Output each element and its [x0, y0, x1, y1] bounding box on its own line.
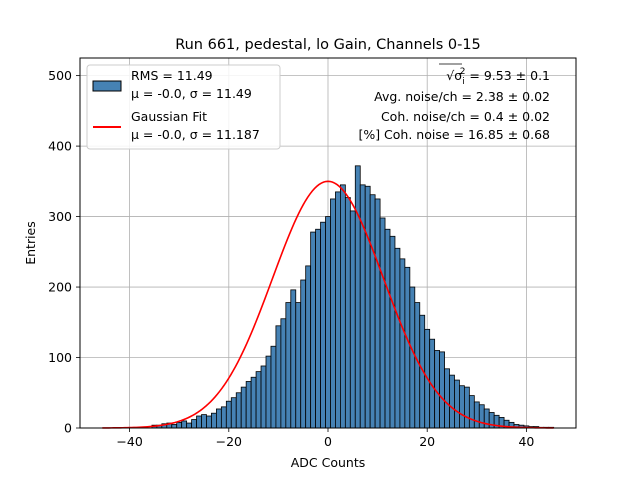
histogram-bar: [468, 395, 475, 429]
histogram-bar: [196, 415, 202, 429]
histogram-bar: [181, 420, 188, 429]
histogram-bar: [344, 197, 351, 429]
histogram-bar: [409, 286, 416, 429]
x-tick-label: −20: [216, 434, 242, 449]
histogram-bar: [235, 392, 242, 429]
histogram-bar: [349, 210, 356, 429]
chart-title: Run 661, pedestal, lo Gain, Channels 0-1…: [175, 37, 481, 53]
histogram-bar: [265, 355, 272, 429]
y-axis-label: Entries: [23, 221, 38, 265]
histogram-bar: [255, 371, 262, 429]
histogram-bar: [191, 419, 197, 429]
legend-box: [86, 64, 281, 150]
histogram-bar: [315, 228, 321, 429]
histogram-bar: [215, 408, 222, 429]
histogram-bar: [230, 397, 237, 429]
legend-fit-label: Gaussian Fit: [131, 109, 207, 124]
histogram-bar: [245, 381, 252, 429]
histogram-bar: [305, 265, 312, 429]
annotation-sqrt-sigma: √σi2 = 9.53 ± 0.1: [446, 67, 550, 87]
histogram-bar: [483, 408, 490, 429]
histogram-bar: [379, 217, 386, 429]
histogram-bar: [404, 266, 411, 429]
histogram-bar: [399, 258, 406, 429]
histogram-bar: [374, 198, 381, 429]
y-tick-label: 200: [48, 280, 72, 295]
histogram-bar: [439, 351, 445, 429]
annotation-coh-noise-percent: [%] Coh. noise = 16.85 ± 0.68: [358, 127, 550, 142]
histogram-bar: [369, 194, 376, 429]
x-tick-label: 20: [419, 434, 435, 449]
gaussian-fit-curve: [102, 180, 554, 429]
histogram-bar: [290, 289, 297, 429]
histogram-bar: [250, 376, 257, 429]
histogram-bar: [220, 406, 227, 429]
histogram-bar: [384, 228, 391, 429]
y-tick-label: 400: [48, 139, 72, 154]
histogram-bar: [176, 421, 183, 429]
histogram-bar: [270, 345, 277, 429]
histogram-bar: [389, 235, 396, 429]
histogram-bar: [454, 379, 460, 429]
histogram-bar: [240, 386, 247, 429]
histogram-bar: [225, 400, 232, 429]
y-tick-label: 500: [48, 68, 72, 83]
y-tick-label: 100: [48, 350, 72, 365]
histogram-bar: [275, 325, 282, 429]
histogram-bar: [354, 165, 361, 429]
histogram-bar: [310, 231, 317, 429]
histogram-bar: [201, 414, 207, 429]
legend-histogram-rms: RMS = 11.49: [131, 68, 213, 83]
histogram-bar: [478, 404, 485, 429]
annotation-coh-noise: Coh. noise/ch = 0.4 ± 0.02: [381, 109, 550, 124]
histogram-bar: [330, 198, 336, 429]
histogram-bar: [335, 191, 341, 429]
annotation-avg-noise: Avg. noise/ch = 2.38 ± 0.02: [374, 89, 550, 104]
histogram-bar: [285, 302, 292, 429]
noise-annotations: √σi2 = 9.53 ± 0.1 Avg. noise/ch = 2.38 ±…: [358, 63, 550, 142]
legend-histogram-stats: μ = -0.0, σ = 11.49: [131, 86, 252, 101]
histogram-bar: [206, 415, 212, 429]
histogram-bar: [300, 279, 307, 429]
legend: RMS = 11.49 μ = -0.0, σ = 11.49 Gaussian…: [86, 64, 281, 150]
legend-fit-stats: μ = -0.0, σ = 11.187: [131, 127, 260, 142]
histogram-bar: [186, 422, 192, 429]
histogram-bar: [459, 385, 465, 429]
histogram-bar: [325, 216, 331, 429]
x-tick-label: −40: [116, 434, 142, 449]
histogram-bar: [463, 386, 470, 429]
x-tick-label: 40: [518, 434, 534, 449]
x-axis-ticks: −40 −20 0 20 40: [116, 428, 534, 449]
y-axis-ticks: 0 100 200 300 400 500: [48, 68, 80, 436]
legend-histogram-swatch: [92, 80, 122, 92]
x-axis-label: ADC Counts: [291, 455, 366, 470]
y-tick-label: 300: [48, 209, 72, 224]
y-tick-label: 0: [64, 421, 72, 436]
histogram-bar: [260, 365, 267, 429]
histogram-bar: [364, 185, 371, 429]
histogram-bar: [473, 401, 480, 429]
histogram-bar: [339, 184, 346, 429]
histogram-bar: [171, 424, 178, 429]
histogram-bar: [295, 302, 302, 429]
histogram-bar: [449, 374, 455, 429]
histogram-bar: [394, 247, 401, 429]
histogram-bar: [280, 318, 287, 429]
histogram-bar: [320, 221, 326, 429]
histogram-bar: [444, 368, 450, 429]
histogram-bar: [211, 412, 217, 429]
x-tick-label: 0: [324, 434, 332, 449]
gaussian-fit-line: [102, 180, 554, 429]
